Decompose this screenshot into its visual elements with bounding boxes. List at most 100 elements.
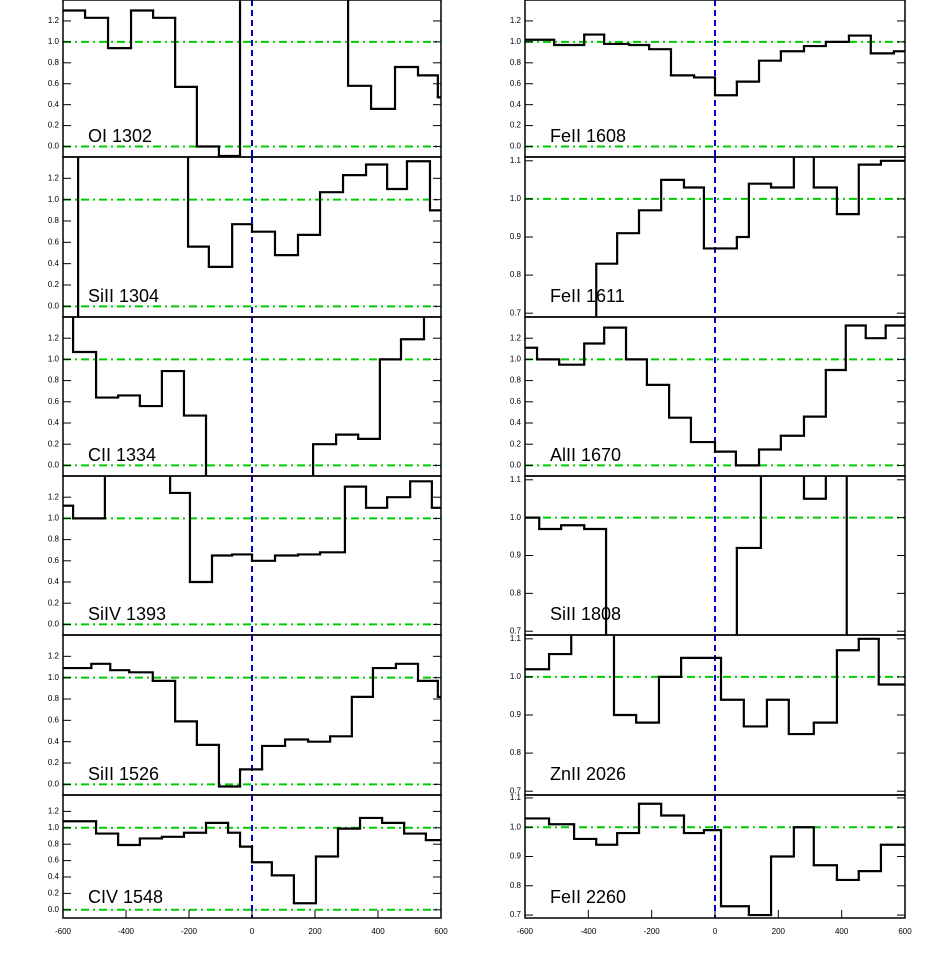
y-tick-label: 0.8 (510, 588, 522, 597)
y-tick-label: 0.2 (48, 598, 60, 607)
y-tick-label: 0.0 (510, 142, 522, 151)
y-tick-label: 1.0 (48, 823, 60, 832)
y-tick-label: 0.0 (48, 301, 60, 310)
panel (63, 157, 441, 317)
y-tick-label: 0.0 (48, 142, 60, 151)
x-tick-label: 0 (250, 927, 255, 936)
y-tick-label: 0.7 (510, 786, 522, 795)
y-tick-label: 0.8 (48, 216, 60, 225)
y-tick-label: 0.6 (510, 397, 522, 406)
y-tick-label: 0.7 (510, 626, 522, 635)
y-tick-label: 1.0 (48, 673, 60, 682)
y-tick-label: 1.1 (510, 156, 522, 165)
y-tick-label: 0.8 (510, 270, 522, 279)
y-tick-label: 0.4 (48, 100, 60, 109)
x-tick-label: -200 (644, 927, 661, 936)
y-tick-label: 1.2 (48, 492, 60, 501)
y-tick-label: 0.0 (48, 461, 60, 470)
panel (63, 476, 441, 635)
y-tick-label: 0.8 (48, 58, 60, 67)
panel (525, 795, 905, 918)
panel (525, 0, 905, 157)
line-label: OI 1302 (88, 126, 152, 146)
y-tick-label: 1.0 (510, 194, 522, 203)
y-tick-label: 0.9 (510, 852, 522, 861)
y-tick-label: 1.2 (510, 16, 522, 25)
y-tick-label: 0.8 (48, 839, 60, 848)
y-tick-label: 0.6 (510, 79, 522, 88)
y-tick-label: 0.2 (48, 439, 60, 448)
y-tick-label: 1.0 (48, 37, 60, 46)
line-label: SiII 1526 (88, 764, 159, 784)
x-tick-label: 200 (308, 927, 322, 936)
y-tick-label: 0.9 (510, 710, 522, 719)
panel (525, 157, 905, 317)
y-tick-label: 0.0 (48, 620, 60, 629)
y-tick-label: 1.0 (510, 355, 522, 364)
panel (525, 317, 905, 476)
y-tick-label: 1.0 (48, 355, 60, 364)
panel (63, 795, 441, 918)
y-tick-label: 0.6 (48, 79, 60, 88)
x-tick-label: -200 (181, 927, 198, 936)
line-label: SiII 1304 (88, 286, 159, 306)
x-tick-label: 600 (434, 927, 448, 936)
y-tick-label: 0.2 (48, 758, 60, 767)
y-tick-label: 0.4 (48, 418, 60, 427)
y-tick-label: 1.2 (48, 807, 60, 816)
x-tick-label: -600 (517, 927, 534, 936)
x-tick-label: 400 (835, 927, 849, 936)
y-tick-label: 0.0 (510, 461, 522, 470)
y-tick-label: 0.8 (48, 535, 60, 544)
panel (525, 476, 905, 635)
line-label: FeII 1608 (550, 126, 626, 146)
y-tick-label: 0.8 (48, 376, 60, 385)
y-tick-label: 0.0 (48, 905, 60, 914)
line-label: FeII 1611 (550, 286, 625, 306)
panel (525, 635, 905, 795)
y-tick-label: 0.4 (48, 872, 60, 881)
line-label: SiII 1808 (550, 604, 621, 624)
y-tick-label: 1.2 (48, 651, 60, 660)
y-tick-label: 0.8 (510, 58, 522, 67)
y-tick-label: 1.0 (510, 37, 522, 46)
y-tick-label: 0.2 (510, 121, 522, 130)
y-tick-label: 0.4 (510, 418, 522, 427)
line-label: ZnII 2026 (550, 764, 626, 784)
y-tick-label: 0.8 (510, 748, 522, 757)
y-tick-label: 0.2 (48, 280, 60, 289)
y-tick-label: 1.2 (510, 333, 522, 342)
y-tick-label: 0.6 (48, 715, 60, 724)
y-tick-label: 0.6 (48, 237, 60, 246)
y-tick-label: 0.2 (510, 439, 522, 448)
panel (63, 0, 441, 157)
y-tick-label: 1.0 (510, 822, 522, 831)
y-tick-label: 1.0 (48, 195, 60, 204)
x-tick-label: 600 (898, 927, 912, 936)
line-label: SiIV 1393 (88, 604, 166, 624)
x-tick-label: 0 (713, 927, 718, 936)
y-tick-label: 0.6 (48, 397, 60, 406)
y-tick-label: 1.2 (48, 173, 60, 182)
y-tick-label: 0.4 (48, 259, 60, 268)
y-tick-label: 1.2 (48, 333, 60, 342)
x-tick-label: 200 (772, 927, 786, 936)
y-tick-label: 1.0 (510, 672, 522, 681)
y-tick-label: 0.4 (48, 577, 60, 586)
y-tick-label: 1.2 (48, 16, 60, 25)
panel (63, 635, 441, 795)
x-tick-label: -600 (55, 927, 72, 936)
line-label: CIV 1548 (88, 887, 163, 907)
y-tick-label: 0.8 (48, 694, 60, 703)
y-tick-label: 0.0 (48, 779, 60, 788)
panel (63, 317, 441, 476)
x-tick-label: -400 (118, 927, 135, 936)
y-tick-label: 0.4 (48, 737, 60, 746)
y-tick-label: 0.6 (48, 856, 60, 865)
y-tick-label: 0.7 (510, 910, 522, 919)
x-tick-label: 400 (371, 927, 385, 936)
line-label: CII 1334 (88, 445, 156, 465)
y-tick-label: 0.2 (48, 889, 60, 898)
